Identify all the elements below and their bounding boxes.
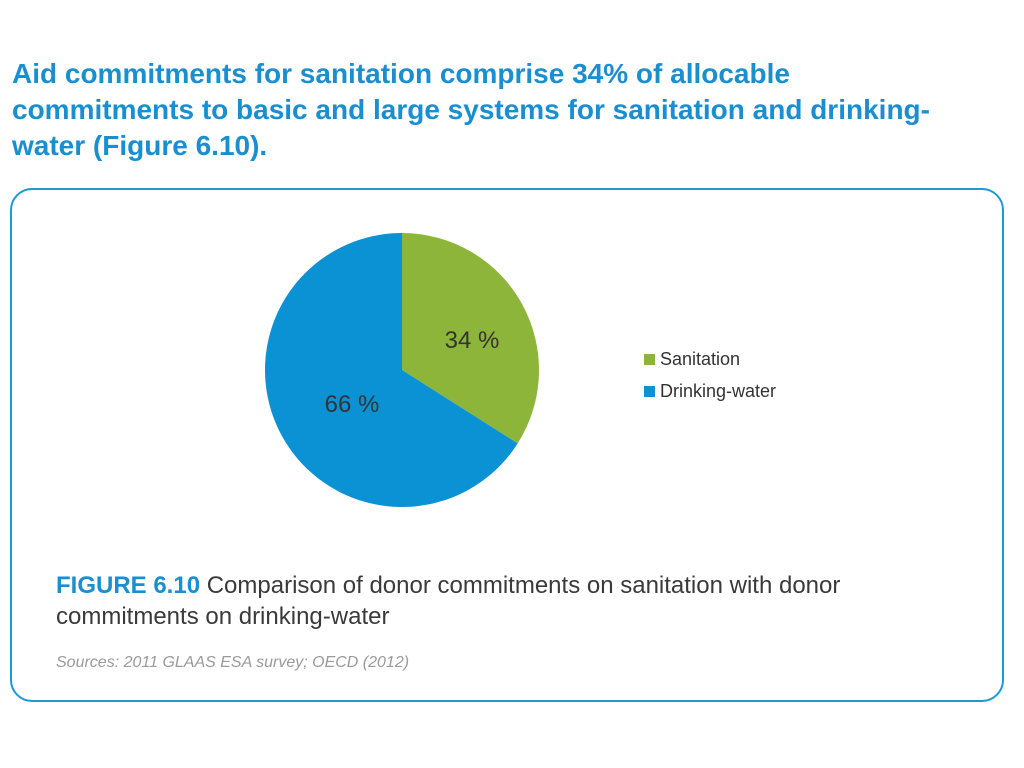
legend-swatch — [644, 354, 655, 365]
legend-swatch — [644, 386, 655, 397]
pie-chart: 34 % 66 % Sanitation Drinking-water — [265, 233, 776, 508]
slice-value-label: 66 % — [325, 391, 380, 418]
legend-label: Sanitation — [660, 349, 740, 369]
slice-value-label: 34 % — [445, 327, 500, 354]
figure-panel: 34 % 66 % Sanitation Drinking-water FIGURE… — [10, 188, 1004, 702]
figure-caption-text: Comparison of donor commitments on sanit… — [56, 572, 841, 630]
page-headline: Aid commitments for sanitation comprise … — [12, 58, 930, 161]
chart-legend: Sanitation Drinking-water — [644, 349, 776, 401]
pie-slice-labels: 34 % 66 % — [325, 327, 500, 418]
figure-number: FIGURE 6.10 — [56, 572, 201, 599]
pie-slice-sanitation — [402, 233, 539, 444]
legend-label: Drinking-water — [660, 381, 776, 401]
pie-slice-drinking-water — [265, 233, 518, 508]
figure-caption: FIGURE 6.10 Comparison of donor commitme… — [56, 570, 976, 632]
pie-slices — [265, 233, 539, 508]
figure-sources: Sources: 2011 GLAAS ESA survey; OECD (20… — [56, 654, 410, 671]
